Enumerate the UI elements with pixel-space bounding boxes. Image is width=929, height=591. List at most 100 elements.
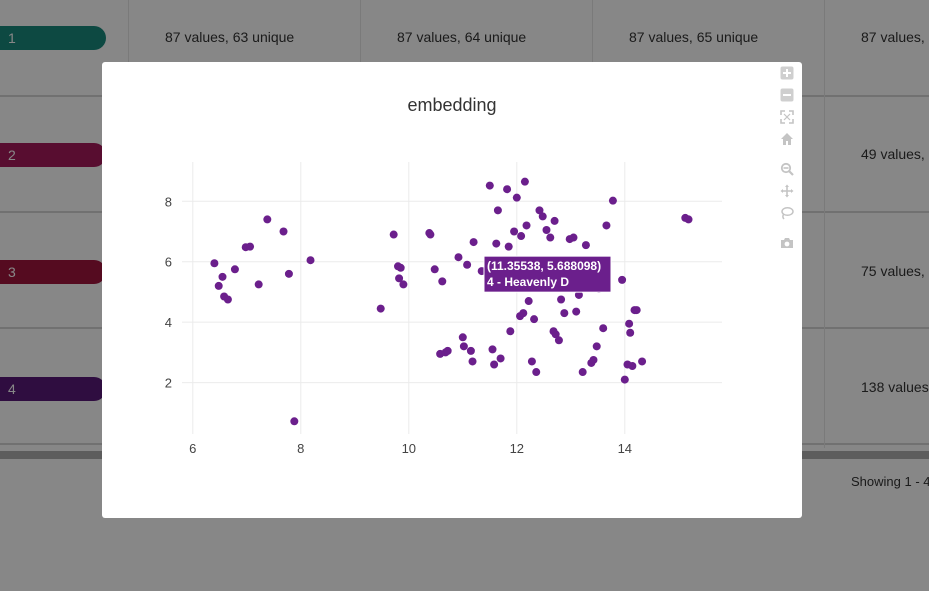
- data-point[interactable]: [503, 185, 512, 194]
- zoom-out-icon[interactable]: [778, 88, 796, 106]
- data-point[interactable]: [396, 263, 405, 272]
- data-point[interactable]: [522, 221, 531, 230]
- y-tick-label: 2: [165, 376, 172, 391]
- data-point[interactable]: [572, 307, 581, 316]
- hover-tooltip: (11.35538, 5.688098) 4 - Heavenly D: [483, 255, 612, 293]
- cluster-pill-3[interactable]: 3: [0, 260, 106, 284]
- data-point[interactable]: [512, 193, 521, 202]
- x-tick-label: 6: [189, 441, 196, 456]
- data-point[interactable]: [632, 306, 641, 315]
- grid-lines: [182, 162, 722, 434]
- autoscale-icon[interactable]: [778, 110, 796, 128]
- data-point[interactable]: [546, 233, 555, 242]
- data-point[interactable]: [290, 417, 299, 426]
- data-point[interactable]: [376, 304, 385, 313]
- y-tick-label: 8: [165, 194, 172, 209]
- data-point[interactable]: [517, 232, 526, 241]
- data-point[interactable]: [550, 216, 559, 225]
- data-point[interactable]: [306, 256, 315, 265]
- data-point[interactable]: [626, 328, 635, 337]
- data-point[interactable]: [395, 274, 404, 283]
- data-point[interactable]: [218, 272, 227, 281]
- data-point[interactable]: [459, 342, 468, 351]
- data-point[interactable]: [214, 281, 223, 290]
- cluster-pill-1[interactable]: 1: [0, 26, 106, 50]
- pan-icon[interactable]: [778, 184, 796, 202]
- data-point[interactable]: [399, 280, 408, 289]
- data-point[interactable]: [443, 346, 452, 355]
- data-point[interactable]: [625, 319, 634, 328]
- data-point[interactable]: [527, 357, 536, 366]
- data-point[interactable]: [438, 277, 447, 286]
- data-point[interactable]: [263, 215, 272, 224]
- data-point[interactable]: [542, 226, 551, 234]
- data-point[interactable]: [458, 333, 467, 342]
- data-point[interactable]: [504, 242, 513, 251]
- data-point[interactable]: [468, 357, 477, 366]
- data-point[interactable]: [210, 259, 219, 268]
- data-point[interactable]: [538, 212, 547, 221]
- data-point[interactable]: [520, 177, 529, 186]
- zoom-icon[interactable]: [778, 162, 796, 180]
- data-point[interactable]: [490, 360, 499, 369]
- data-point[interactable]: [279, 227, 288, 236]
- scatter-plot[interactable]: embedding 6 8 10 12 14 2 4 6 8 (11.35538, 5.6880…: [102, 62, 802, 518]
- data-point[interactable]: [569, 233, 578, 242]
- stat-cell: 75 values,: [861, 263, 925, 279]
- data-point[interactable]: [532, 368, 541, 377]
- data-point[interactable]: [628, 362, 637, 370]
- data-point[interactable]: [578, 368, 587, 377]
- data-point[interactable]: [581, 241, 590, 250]
- data-point[interactable]: [389, 230, 398, 239]
- zoom-in-icon[interactable]: [778, 66, 796, 84]
- data-point[interactable]: [602, 221, 611, 230]
- data-point[interactable]: [684, 215, 693, 224]
- data-point[interactable]: [254, 280, 263, 289]
- data-point[interactable]: [454, 253, 463, 262]
- data-point[interactable]: [284, 269, 293, 278]
- data-point[interactable]: [592, 342, 601, 351]
- data-point[interactable]: [574, 290, 583, 299]
- stat-cell: 87 values, 63 unique: [165, 29, 295, 45]
- tooltip-coords: (11.35538, 5.688098): [487, 259, 601, 273]
- stat-cell: 87 values, 65 unique: [629, 29, 759, 45]
- data-point[interactable]: [492, 239, 501, 248]
- lasso-select-icon[interactable]: [778, 206, 796, 224]
- data-point[interactable]: [618, 275, 627, 284]
- camera-icon[interactable]: [778, 236, 796, 254]
- data-point[interactable]: [469, 238, 478, 247]
- data-point[interactable]: [620, 375, 629, 384]
- data-point[interactable]: [223, 295, 232, 304]
- data-point[interactable]: [510, 227, 519, 236]
- data-point[interactable]: [430, 265, 439, 274]
- x-tick-label: 14: [618, 441, 632, 456]
- data-point[interactable]: [524, 297, 533, 306]
- tooltip-box: [483, 255, 612, 293]
- data-point[interactable]: [466, 346, 475, 355]
- y-tick-label: 4: [165, 315, 172, 330]
- data-point[interactable]: [589, 355, 598, 364]
- data-point[interactable]: [488, 345, 497, 354]
- data-point[interactable]: [599, 324, 608, 333]
- data-point[interactable]: [560, 309, 569, 318]
- data-point[interactable]: [557, 295, 566, 304]
- data-point[interactable]: [426, 230, 435, 239]
- data-point[interactable]: [496, 354, 505, 363]
- cluster-pill-2[interactable]: 2: [0, 143, 106, 167]
- data-point[interactable]: [638, 357, 647, 366]
- data-point[interactable]: [230, 265, 239, 274]
- data-point[interactable]: [554, 336, 563, 345]
- data-point[interactable]: [530, 315, 539, 324]
- data-point[interactable]: [485, 181, 494, 190]
- cluster-pill-4[interactable]: 4: [0, 377, 106, 401]
- data-point[interactable]: [519, 309, 528, 318]
- data-point[interactable]: [463, 260, 472, 269]
- data-point[interactable]: [535, 206, 544, 215]
- reset-axes-icon[interactable]: [778, 132, 796, 150]
- data-point[interactable]: [246, 242, 255, 251]
- tooltip-label: 4 - Heavenly D: [487, 275, 569, 289]
- data-point[interactable]: [493, 206, 502, 215]
- data-point[interactable]: [551, 330, 560, 339]
- data-point[interactable]: [608, 196, 617, 205]
- data-point[interactable]: [506, 327, 515, 336]
